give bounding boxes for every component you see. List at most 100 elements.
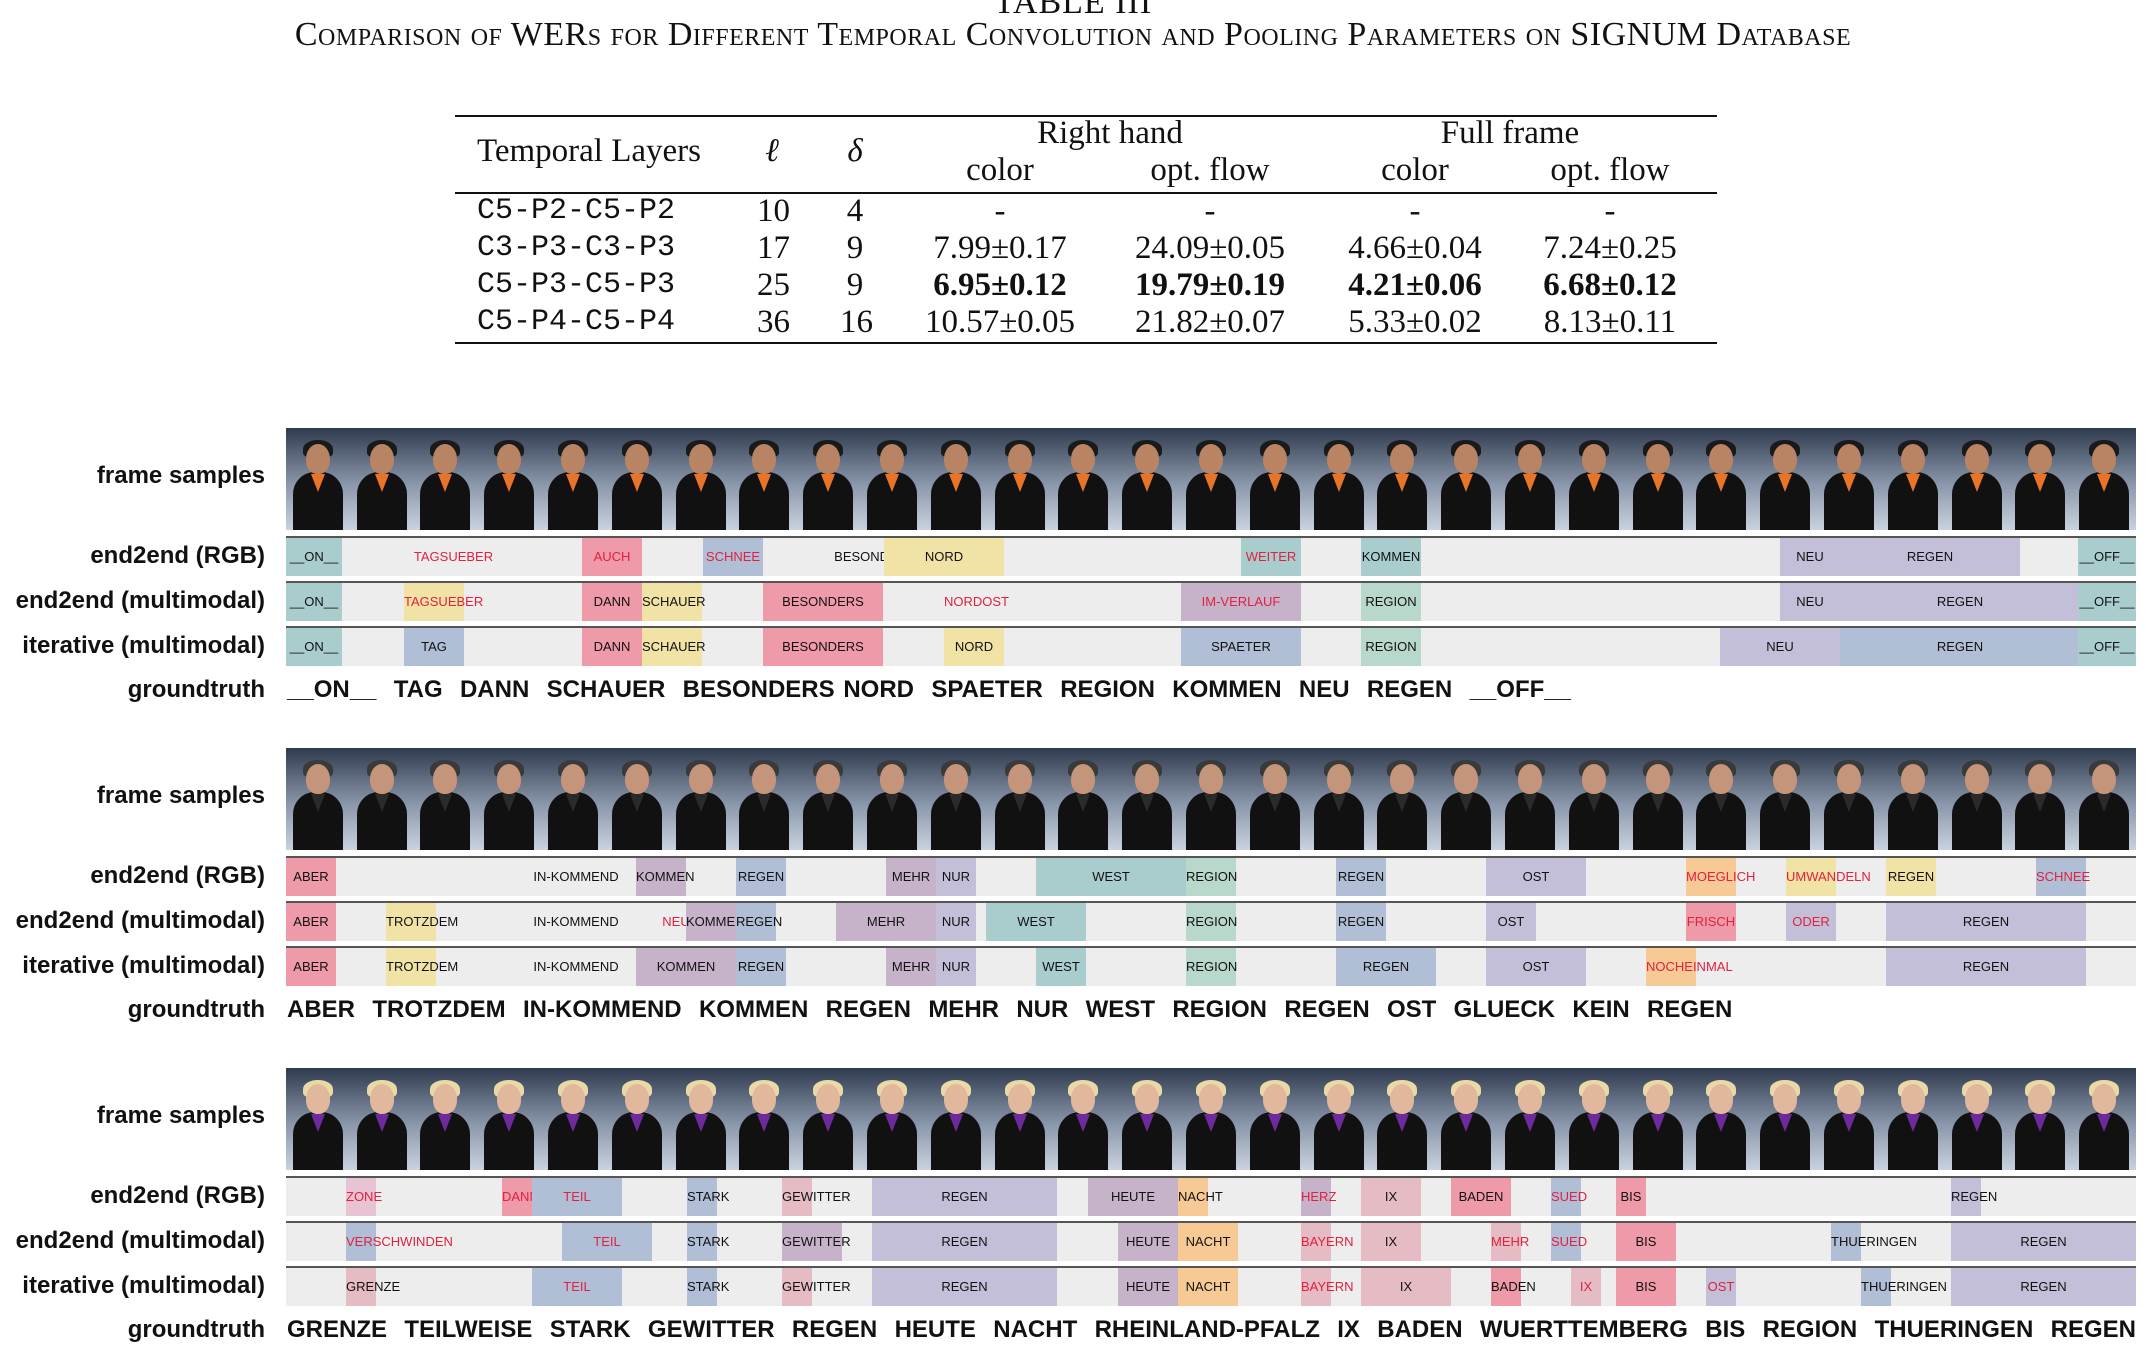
signer-frame	[1567, 438, 1621, 530]
signer-frame	[1631, 1078, 1685, 1170]
signer-head	[1901, 764, 1925, 794]
signer-head	[2092, 1084, 2116, 1114]
signer-frame	[674, 758, 728, 850]
gloss-segment: NACHT	[1178, 1223, 1238, 1261]
signer-frame	[1312, 758, 1366, 850]
signer-head	[1390, 764, 1414, 794]
gloss-segment: IN-KOMMEND	[533, 869, 619, 884]
signer-frame	[1694, 438, 1748, 530]
header-sub-4: opt. flow	[1550, 152, 1670, 188]
signer-frame	[482, 438, 536, 530]
signer-head	[1327, 764, 1351, 794]
prediction-strip: GRENZE TEIL STARK GEWITTER REGEN HEUTE NACHT BA…	[286, 1266, 2136, 1306]
gloss-segment: WEST	[1036, 948, 1086, 986]
signer-head	[1135, 1084, 1159, 1114]
signer-frame	[2077, 758, 2131, 850]
gloss-segment: GEWITTER	[782, 1268, 851, 1306]
signer-head	[625, 764, 649, 794]
table-cell: C5-P4-C5-P4	[477, 305, 676, 339]
signer-frame	[1248, 758, 1302, 850]
gloss-segment: NUR	[936, 903, 976, 941]
gloss-segment: WEST	[986, 903, 1086, 941]
table-cell: 7.24±0.25	[1543, 230, 1677, 266]
table-cell: 4.21±0.06	[1348, 267, 1482, 303]
gloss-segment: DANN	[582, 628, 642, 666]
header-temporal-layers: Temporal Layers	[477, 133, 702, 169]
gloss-segment: FRISCH	[1686, 903, 1736, 941]
signer-frame	[801, 1078, 855, 1170]
signer-frame	[1503, 1078, 1557, 1170]
signer-head	[370, 1084, 394, 1114]
prediction-strip: __ON__ TAGSUEBER DANN SCHAUER BESONDERS NORDO…	[286, 581, 2136, 621]
label-groundtruth: groundtruth	[127, 676, 265, 703]
signer-head	[1263, 444, 1287, 474]
gloss-segment: REGION	[1186, 858, 1237, 896]
table-cell: 24.09±0.05	[1134, 230, 1286, 266]
signer-frame	[1120, 758, 1174, 850]
signer-head	[1518, 1084, 1542, 1114]
gloss-segment: NACHT	[1178, 1178, 1223, 1216]
signer-head	[689, 764, 713, 794]
gloss-segment: ZONE	[346, 1178, 382, 1216]
signer-head	[433, 764, 457, 794]
groundtruth-sequence: __ON__ TAG DANN SCHAUER BESONDERS NORD S…	[287, 676, 1571, 703]
signer-frame	[1631, 758, 1685, 850]
signer-head	[625, 1084, 649, 1114]
gloss-segment: REGEN	[736, 858, 786, 896]
gloss-segment: REGEN	[1886, 903, 2086, 941]
table-cell: 21.82±0.07	[1134, 304, 1286, 340]
signer-head	[1390, 1084, 1414, 1114]
gloss-segment: SUED	[1551, 1178, 1587, 1216]
signer-frame	[291, 758, 345, 850]
signer-head	[306, 764, 330, 794]
gloss-segment: SCHNEE	[703, 538, 763, 576]
table-cell: 25	[757, 267, 790, 303]
signer-head	[1709, 1084, 1733, 1114]
gloss-segment: __ON__	[286, 538, 342, 576]
signer-head	[1773, 444, 1797, 474]
gloss-segment: GEWITTER	[782, 1178, 851, 1216]
signer-head	[1263, 764, 1287, 794]
signer-head	[1518, 444, 1542, 474]
signer-frame	[1694, 1078, 1748, 1170]
signer-head	[1199, 1084, 1223, 1114]
signer-head	[816, 764, 840, 794]
signer-head	[880, 764, 904, 794]
gloss-segment: BESONDERS	[763, 628, 883, 666]
table-cell: C3-P3-C3-P3	[477, 231, 676, 265]
signer-head	[561, 1084, 585, 1114]
groundtruth-sequence: ABER TROTZDEM IN-KOMMEND KOMMEN REGEN ME…	[287, 996, 1733, 1023]
signer-frame	[929, 438, 983, 530]
gloss-segment: HEUTE	[1118, 1223, 1178, 1261]
signer-head	[1709, 764, 1733, 794]
signer-frame	[1567, 1078, 1621, 1170]
signer-head	[1837, 764, 1861, 794]
table-cell: -	[994, 193, 1006, 229]
signer-head	[1071, 1084, 1095, 1114]
signer-head	[1327, 444, 1351, 474]
gloss-segment: ABER	[286, 858, 336, 896]
gloss-segment: TAGSUEBER	[413, 549, 494, 564]
table-cell: 4.66±0.04	[1348, 230, 1482, 266]
signer-frame	[737, 438, 791, 530]
gloss-segment: NEU	[1780, 583, 1840, 621]
gloss-segment: IM-VERLAUF	[1181, 583, 1301, 621]
label-iterative-multimodal: iterative (multimodal)	[22, 1272, 265, 1299]
signer-head	[1008, 1084, 1032, 1114]
signer-frame	[865, 758, 919, 850]
groundtruth-sequence: GRENZE TEILWEISE STARK GEWITTER REGEN HE…	[287, 1316, 2136, 1343]
signer-head	[1071, 444, 1095, 474]
gloss-segment: OST	[1486, 858, 1586, 896]
gloss-segment: TEIL	[532, 1268, 622, 1306]
table-cell: -	[1204, 193, 1216, 229]
signer-frame	[1950, 758, 2004, 850]
gloss-segment: SCHNEE	[2036, 858, 2090, 896]
signer-head	[1901, 1084, 1925, 1114]
gloss-segment: REGION	[1186, 903, 1237, 941]
gloss-segment: VERSCHWINDEN	[346, 1223, 453, 1261]
signer-head	[306, 444, 330, 474]
signer-head	[1454, 764, 1478, 794]
signer-frame	[1950, 438, 2004, 530]
table-cell: 6.95±0.12	[933, 267, 1067, 303]
signer-frame	[1120, 1078, 1174, 1170]
